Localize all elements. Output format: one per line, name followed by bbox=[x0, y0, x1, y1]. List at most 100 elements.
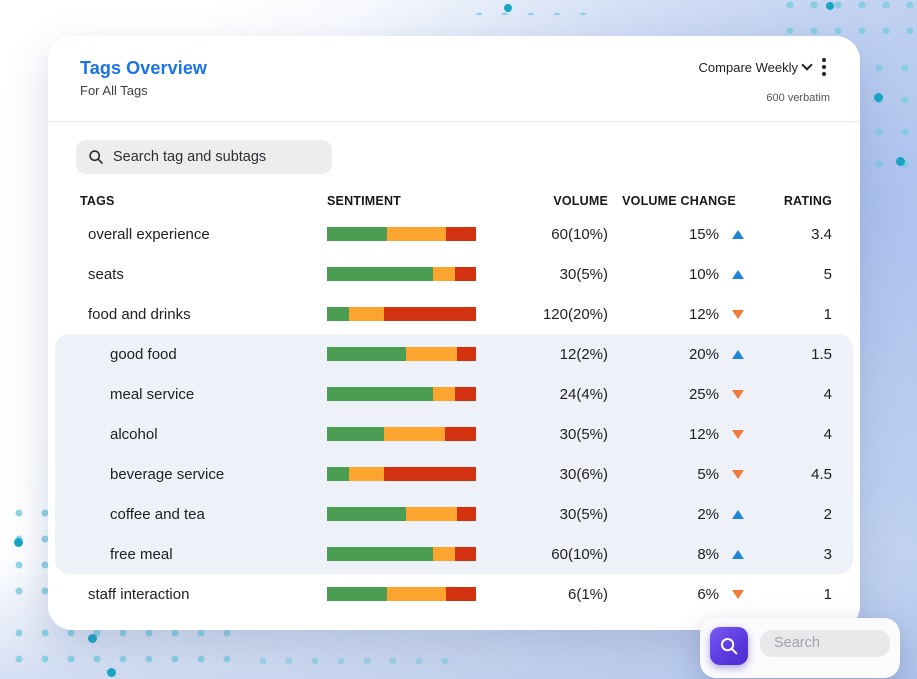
floating-search-input[interactable]: Search bbox=[760, 630, 890, 657]
sentiment-positive-segment bbox=[327, 427, 384, 441]
volume-value: 60(10%) bbox=[551, 545, 608, 563]
sentiment-neutral-segment bbox=[386, 587, 447, 601]
trend-arrow-icon bbox=[732, 229, 744, 239]
sentiment-negative-segment bbox=[455, 547, 476, 561]
accent-dot bbox=[107, 668, 116, 677]
rating-value: 4 bbox=[823, 385, 832, 403]
sentiment-bar[interactable] bbox=[327, 507, 476, 521]
sentiment-bar[interactable] bbox=[327, 347, 476, 361]
volume-value: 30(5%) bbox=[559, 505, 608, 523]
rating-value: 3.4 bbox=[811, 225, 832, 243]
table-row[interactable]: good food 12(2%) 20% 1.5 bbox=[76, 334, 832, 374]
page-subtitle: For All Tags bbox=[80, 83, 148, 98]
sentiment-bar[interactable] bbox=[327, 467, 476, 481]
volume-change-value: 20% bbox=[688, 345, 719, 363]
tag-label: seats bbox=[88, 265, 124, 283]
tag-label: overall experience bbox=[88, 225, 210, 243]
volume-value: 30(5%) bbox=[559, 425, 608, 443]
accent-dot bbox=[504, 4, 512, 12]
tag-label: food and drinks bbox=[88, 305, 191, 323]
sentiment-neutral-segment bbox=[383, 427, 445, 441]
sentiment-neutral-segment bbox=[405, 507, 457, 521]
volume-change-value: 8% bbox=[697, 545, 719, 563]
column-header-rating[interactable]: RATING bbox=[783, 194, 832, 208]
sentiment-bar[interactable] bbox=[327, 307, 476, 321]
volume-value: 6(1%) bbox=[567, 585, 608, 603]
tag-label: free meal bbox=[110, 545, 173, 563]
sentiment-neutral-segment bbox=[432, 267, 456, 281]
volume-change-value: 12% bbox=[688, 305, 719, 323]
sentiment-bar[interactable] bbox=[327, 267, 476, 281]
sentiment-neutral-segment bbox=[405, 347, 457, 361]
sentiment-bar[interactable] bbox=[327, 227, 476, 241]
volume-value: 120(20%) bbox=[542, 305, 608, 323]
column-header-sentiment[interactable]: SENTIMENT bbox=[327, 194, 402, 208]
sentiment-negative-segment bbox=[456, 347, 476, 361]
volume-value: 60(10%) bbox=[551, 225, 608, 243]
sentiment-negative-segment bbox=[455, 267, 476, 281]
search-input[interactable]: Search tag and subtags bbox=[76, 140, 332, 174]
rating-value: 1 bbox=[823, 305, 832, 323]
chevron-down-icon bbox=[801, 59, 813, 71]
sentiment-positive-segment bbox=[327, 227, 387, 241]
kebab-menu-icon[interactable] bbox=[818, 56, 830, 78]
compare-weekly-label: Compare Weekly bbox=[698, 59, 798, 75]
table-row[interactable]: coffee and tea 30(5%) 2% 2 bbox=[76, 494, 832, 534]
verbatim-count: 600 verbatim bbox=[766, 92, 830, 104]
volume-change-value: 2% bbox=[697, 505, 719, 523]
accent-dot bbox=[826, 2, 834, 10]
volume-value: 12(2%) bbox=[559, 345, 608, 363]
volume-value: 30(5%) bbox=[559, 265, 608, 283]
subtag-panel: good food 12(2%) 20% 1.5 meal service 24… bbox=[55, 334, 853, 574]
table-row[interactable]: beverage service 30(6%) 5% 4.5 bbox=[76, 454, 832, 494]
rating-value: 3 bbox=[823, 545, 832, 563]
dots-top-center bbox=[466, 3, 604, 15]
table-row[interactable]: seats 30(5%) 10% 5 bbox=[76, 254, 832, 294]
trend-arrow-icon bbox=[732, 469, 744, 479]
rating-value: 1 bbox=[823, 585, 832, 603]
trend-arrow-icon bbox=[732, 349, 744, 359]
trend-arrow-icon bbox=[732, 509, 744, 519]
table-row[interactable]: free meal 60(10%) 8% 3 bbox=[76, 534, 832, 574]
accent-dot bbox=[88, 634, 97, 643]
floating-search-widget: Search bbox=[700, 618, 900, 678]
column-header-tags[interactable]: TAGS bbox=[80, 194, 115, 208]
sentiment-bar[interactable] bbox=[327, 547, 476, 561]
volume-value: 30(6%) bbox=[559, 465, 608, 483]
sentiment-neutral-segment bbox=[386, 227, 447, 241]
table-header-row: TAGS SENTIMENT VOLUME VOLUME CHANGE RATI… bbox=[76, 188, 832, 214]
tag-label: coffee and tea bbox=[110, 505, 205, 523]
sentiment-bar[interactable] bbox=[327, 427, 476, 441]
sentiment-bar[interactable] bbox=[327, 587, 476, 601]
tag-label: beverage service bbox=[110, 465, 225, 483]
dots-top-right bbox=[778, 0, 917, 34]
table-row[interactable]: meal service 24(4%) 25% 4 bbox=[76, 374, 832, 414]
table-body: overall experience 60(10%) 15% 3.4 seats… bbox=[55, 214, 853, 614]
floating-search-placeholder: Search bbox=[774, 635, 820, 651]
sentiment-positive-segment bbox=[327, 387, 433, 401]
page-title: Tags Overview bbox=[80, 58, 208, 78]
compare-weekly-dropdown[interactable]: Compare Weekly bbox=[698, 59, 813, 75]
sentiment-bar[interactable] bbox=[327, 387, 476, 401]
trend-arrow-icon bbox=[732, 429, 744, 439]
tag-label: meal service bbox=[110, 385, 195, 403]
tag-label: good food bbox=[110, 345, 177, 363]
table-row[interactable]: alcohol 30(5%) 12% 4 bbox=[76, 414, 832, 454]
table-row[interactable]: food and drinks 120(20%) 12% 1 bbox=[76, 294, 832, 334]
table-row[interactable]: overall experience 60(10%) 15% 3.4 bbox=[76, 214, 832, 254]
table-row[interactable]: staff interaction 6(1%) 6% 1 bbox=[76, 574, 832, 614]
floating-search-button[interactable] bbox=[710, 627, 748, 665]
sentiment-negative-segment bbox=[456, 507, 476, 521]
column-header-volume-change[interactable]: VOLUME CHANGE bbox=[622, 194, 736, 208]
volume-change-value: 12% bbox=[688, 425, 719, 443]
rating-value: 2 bbox=[823, 505, 832, 523]
card-header: Tags Overview For All Tags Compare Weekl… bbox=[48, 36, 860, 122]
sentiment-positive-segment bbox=[327, 547, 433, 561]
trend-arrow-icon bbox=[732, 389, 744, 399]
rating-value: 5 bbox=[823, 265, 832, 283]
accent-dot bbox=[14, 538, 23, 547]
sentiment-positive-segment bbox=[327, 507, 406, 521]
column-header-volume[interactable]: VOLUME bbox=[553, 194, 608, 208]
sentiment-neutral-segment bbox=[432, 547, 456, 561]
volume-change-value: 10% bbox=[688, 265, 719, 283]
